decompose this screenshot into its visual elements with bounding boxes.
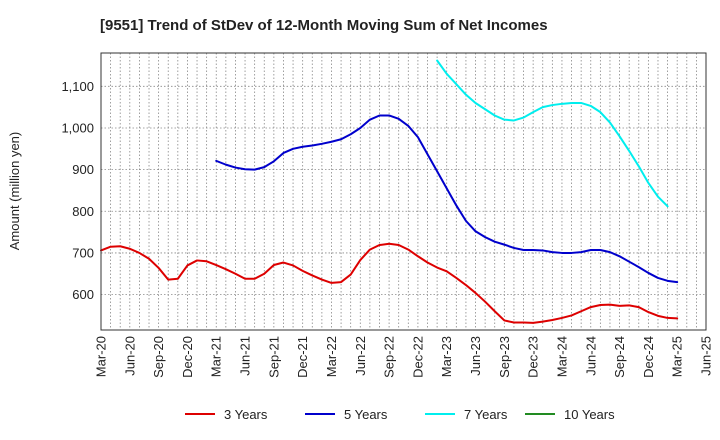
legend-label: 3 Years (224, 407, 268, 422)
x-tick-label: Mar-22 (324, 336, 339, 377)
series-line-3-years (100, 242, 679, 324)
y-axis-label: Amount (million yen) (7, 132, 22, 251)
x-tick-label: Mar-20 (94, 336, 109, 377)
x-tick-label: Mar-24 (554, 336, 569, 377)
x-tick-label: Sep-24 (612, 336, 627, 378)
plot-area (101, 53, 706, 330)
x-tick-label: Jun-21 (238, 336, 253, 376)
series-line-7-years (436, 59, 669, 208)
series-lines (100, 59, 679, 324)
x-tick-label: Sep-22 (382, 336, 397, 378)
x-tick-label: Mar-25 (670, 336, 685, 377)
x-tick-label: Sep-20 (151, 336, 166, 378)
y-axis: 600 700 800 900 1,000 1,100 (61, 79, 94, 302)
plot-frame (100, 52, 707, 331)
y-tick-label: 1,000 (61, 120, 94, 135)
x-axis: Mar-20 Jun-20 Sep-20 Dec-20 Mar-21 Jun-21 Sep-… (94, 336, 714, 378)
legend-label: 7 Years (464, 407, 508, 422)
x-tick-label: Sep-23 (497, 336, 512, 378)
x-tick-label: Dec-23 (526, 336, 541, 378)
y-tick-label: 700 (72, 245, 94, 260)
grid (101, 53, 706, 330)
x-tick-label: Jun-24 (583, 336, 598, 376)
series-line-5-years (215, 114, 679, 284)
y-tick-label: 1,100 (61, 79, 94, 94)
x-tick-label: Sep-21 (266, 336, 281, 378)
x-tick-label: Mar-21 (209, 336, 224, 377)
x-tick-label: Jun-23 (468, 336, 483, 376)
x-tick-label: Jun-20 (122, 336, 137, 376)
legend-label: 10 Years (564, 407, 615, 422)
x-tick-label: Dec-21 (295, 336, 310, 378)
chart-title: [9551] Trend of StDev of 12-Month Moving… (100, 17, 548, 34)
x-tick-label: Jun-22 (353, 336, 368, 376)
x-tick-label: Dec-24 (641, 336, 656, 378)
x-tick-label: Jun-25 (699, 336, 714, 376)
y-tick-label: 800 (72, 204, 94, 219)
x-tick-label: Mar-23 (439, 336, 454, 377)
legend: 3 Years 5 Years 7 Years 10 Years (185, 407, 615, 422)
legend-label: 5 Years (344, 407, 388, 422)
x-tick-label: Dec-22 (410, 336, 425, 378)
y-tick-label: 900 (72, 162, 94, 177)
x-tick-label: Dec-20 (180, 336, 195, 378)
y-tick-label: 600 (72, 287, 94, 302)
